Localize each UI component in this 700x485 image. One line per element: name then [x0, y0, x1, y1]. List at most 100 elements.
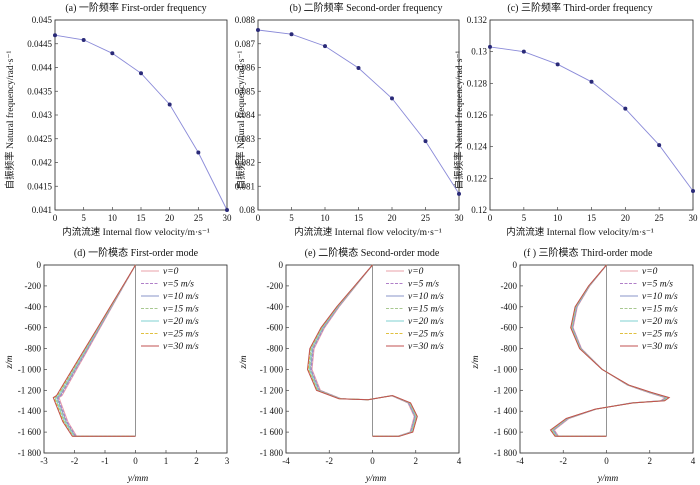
p3-legend-label: v=20 m/s — [163, 317, 199, 327]
p1-x-tick-label: 10 — [321, 213, 331, 223]
p5-x-tick-label: -2 — [560, 456, 568, 466]
p0-y-tick-label: 0.0425 — [27, 134, 52, 144]
p5-y-tick-label: -1 600 — [494, 427, 518, 437]
p2-series-line — [489, 46, 694, 192]
p3-mode-curve — [58, 264, 136, 437]
p1-y-tick-label: 0.088 — [235, 15, 256, 25]
p5-y-tick-label: -200 — [501, 281, 518, 291]
p1-x-tick-label: 15 — [354, 213, 364, 223]
p4-y-tick-label: 0 — [279, 260, 284, 270]
p3-y-tick-label: -1 000 — [18, 364, 42, 374]
panel-f-xlabel: y/mm — [597, 474, 619, 484]
p5-legend-label: v=0 — [642, 267, 658, 277]
p1-y-tick-label: 0.082 — [235, 158, 255, 168]
panel-b-title: (b) 二阶频率 Second-order frequency — [289, 1, 442, 14]
p5-x-tick-label: 2 — [648, 456, 653, 466]
panel-b-xlabel: 内流流速 Internal flow velocity/m·s⁻¹ — [294, 226, 442, 238]
panel-c-xlabel: 内流流速 Internal flow velocity/m·s⁻¹ — [506, 226, 654, 238]
p3-legend-label: v=15 m/s — [163, 305, 199, 315]
p5-y-tick-label: -800 — [501, 344, 518, 354]
panel-f: (f ) 三阶模态 Third-order mode y/mm z/m — [471, 246, 653, 484]
p0-x-tick-label: 0 — [53, 213, 58, 223]
p1-x-tick-label: 25 — [421, 213, 431, 223]
p2-y-tick-label: 0.12 — [471, 205, 487, 215]
p4-y-tick-label: -600 — [267, 323, 284, 333]
p0-y-tick-label: 0.043 — [32, 110, 53, 120]
panel-c-title: (c) 三阶频率 Third-order frequency — [507, 1, 652, 14]
p3-x-tick-label: 1 — [164, 456, 169, 466]
p3-mode-curve — [56, 264, 136, 437]
panel-d: (d) 一阶模态 First-order mode y/mm z/m — [5, 246, 199, 484]
p5-legend-label: v=30 m/s — [642, 342, 678, 352]
p3-y-tick-label: -400 — [25, 302, 42, 312]
p3-legend-label: v=30 m/s — [163, 342, 199, 352]
p2-x-tick-label: 20 — [621, 213, 631, 223]
p3-y-tick-label: -1 400 — [18, 406, 42, 416]
p4-legend-label: v=30 m/s — [408, 342, 444, 352]
p0-x-tick-label: 5 — [81, 213, 86, 223]
p2-data-point — [555, 62, 560, 67]
p1-y-tick-label: 0.081 — [235, 181, 255, 191]
p0-data-point — [81, 37, 86, 42]
p3-x-tick-label: 0 — [133, 456, 138, 466]
p5-y-tick-label: 0 — [513, 260, 518, 270]
p1-x-tick-label: 20 — [388, 213, 398, 223]
p4-mode-curve — [307, 264, 418, 437]
plots-layer: 0 5 10 15 20 25 300.0410.04150.0420.04250.0430… — [18, 15, 698, 466]
p2-y-tick-label: 0.132 — [467, 15, 487, 25]
panel-f-ylabel: z/m — [471, 355, 481, 369]
p4-mode-curve — [310, 264, 416, 437]
p3-legend-label: v=25 m/s — [163, 330, 199, 340]
p3-legend-label: v=0 — [163, 267, 179, 277]
p4-y-tick-label: -1 600 — [260, 427, 284, 437]
p2-x-tick-label: 30 — [689, 213, 699, 223]
p2-y-tick-label: 0.124 — [467, 142, 488, 152]
p4-legend-label: v=20 m/s — [408, 317, 444, 327]
p3-mode-curve — [54, 264, 136, 437]
p3-legend-label: v=10 m/s — [163, 292, 199, 302]
p4-mode-curve — [308, 264, 417, 437]
p0-plot-frame — [54, 19, 228, 211]
p3-x-tick-label: -1 — [101, 456, 109, 466]
panel-d-title: (d) 一阶模态 First-order mode — [74, 246, 199, 259]
p4-y-tick-label: -400 — [267, 302, 284, 312]
p0-data-point — [53, 33, 57, 38]
p2-y-tick-label: 0.13 — [471, 47, 487, 57]
p1-x-tick-label: 30 — [455, 213, 465, 223]
p1-y-tick-label: 0.08 — [239, 205, 255, 215]
p1-data-point — [423, 139, 428, 144]
panel-f-title: (f ) 三阶模态 Third-order mode — [524, 246, 653, 259]
p4-legend-label: v=5 m/s — [408, 280, 439, 290]
p1-data-point — [457, 191, 461, 196]
p3-mode-curve — [53, 264, 136, 437]
p4-legend-label: v=25 m/s — [408, 330, 444, 340]
p2-x-tick-label: 10 — [553, 213, 563, 223]
p3-y-tick-label: -1 200 — [18, 385, 42, 395]
p4-x-tick-label: -4 — [282, 456, 290, 466]
p5-x-tick-label: 4 — [691, 456, 696, 466]
p5-x-tick-label: -4 — [516, 456, 524, 466]
p1-x-tick-label: 5 — [289, 213, 294, 223]
panel-b-ylabel: 自振频率 Natural frequency/rad·s⁻¹ — [235, 51, 247, 190]
p5-x-tick-label: 0 — [604, 456, 609, 466]
p1-y-tick-label: 0.087 — [235, 39, 256, 49]
p1-y-tick-label: 0.083 — [235, 134, 256, 144]
panel-e-ylabel: z/m — [239, 355, 249, 369]
p3-mode-curve — [55, 264, 136, 437]
p0-data-point — [110, 51, 115, 56]
p0-x-tick-label: 20 — [165, 213, 175, 223]
p2-data-point — [521, 49, 526, 54]
p4-y-tick-label: -1 000 — [260, 364, 284, 374]
p3-x-tick-label: 2 — [194, 456, 199, 466]
p1-x-tick-label: 0 — [256, 213, 261, 223]
p2-x-tick-label: 25 — [655, 213, 665, 223]
p3-mode-curve — [52, 264, 136, 437]
p0-y-tick-label: 0.0415 — [27, 181, 52, 191]
p2-x-tick-label: 5 — [522, 213, 527, 223]
p1-data-point — [323, 44, 327, 49]
p4-legend-label: v=10 m/s — [408, 292, 444, 302]
p2-x-tick-label: 15 — [587, 213, 597, 223]
p4-legend-label: v=0 — [408, 267, 424, 277]
p4-y-tick-label: -1 400 — [260, 406, 284, 416]
